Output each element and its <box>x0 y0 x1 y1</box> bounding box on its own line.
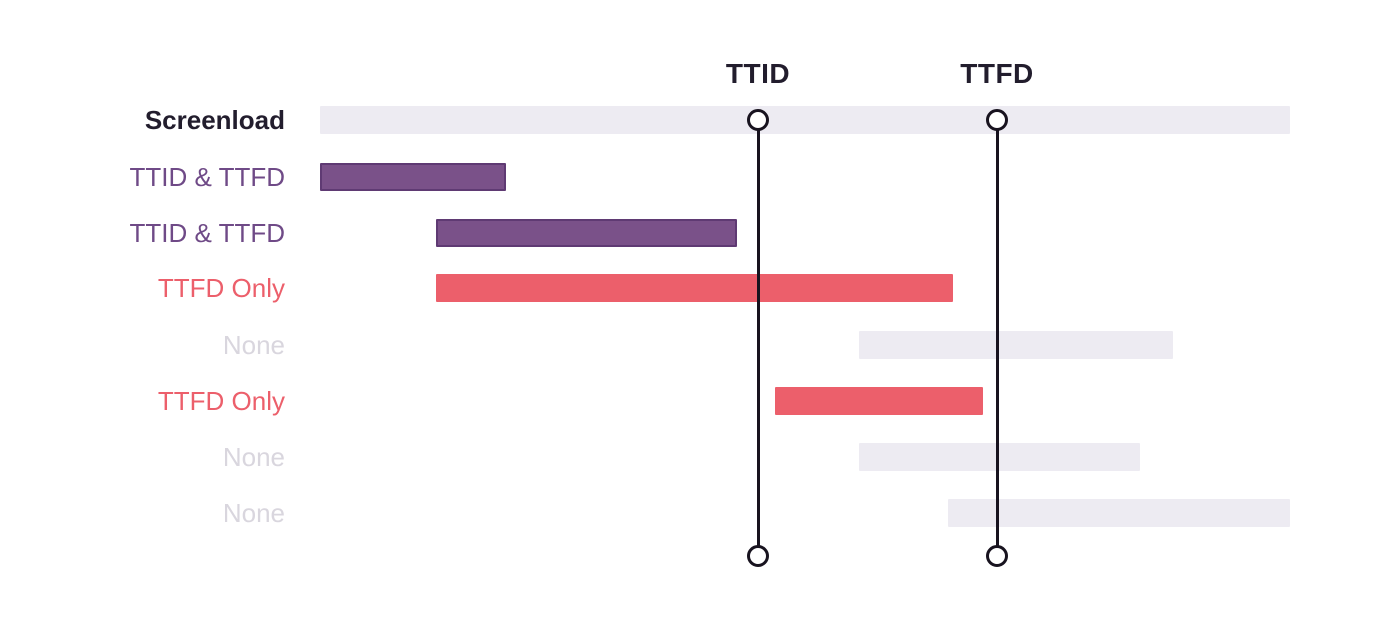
ttid-marker-top-circle <box>746 108 769 131</box>
row-label-none-3: None <box>222 498 285 528</box>
ttid-marker-bottom-circle <box>746 544 769 567</box>
row-label-ttid-ttfd-1: TTID & TTFD <box>129 162 285 192</box>
row-label-ttfd-only-1: TTFD Only <box>157 273 285 303</box>
row-label-screenload: Screenload <box>144 105 285 135</box>
ttid-marker-line <box>756 120 760 556</box>
row-label-none-2: None <box>222 442 285 472</box>
ttfd-marker-bottom-circle <box>985 544 1008 567</box>
span-bar-ttfd-only-2 <box>775 387 983 415</box>
row-label-none-1: None <box>222 330 285 360</box>
ttfd-marker-line <box>995 120 999 556</box>
ttid-marker-label: TTID <box>725 58 791 89</box>
row-label-ttid-ttfd-2: TTID & TTFD <box>129 218 285 248</box>
span-bar-screenload <box>320 106 1290 134</box>
span-bar-none-3 <box>948 499 1290 527</box>
span-bar-ttfd-only-1 <box>436 274 953 302</box>
ttfd-marker-top-circle <box>985 108 1008 131</box>
span-bar-none-1 <box>859 331 1173 359</box>
span-bar-ttid-ttfd-2 <box>436 219 737 247</box>
ttfd-marker-label: TTFD <box>960 58 1034 89</box>
row-label-ttfd-only-2: TTFD Only <box>157 386 285 416</box>
span-bar-none-2 <box>859 443 1140 471</box>
span-bar-ttid-ttfd-1 <box>320 163 506 191</box>
